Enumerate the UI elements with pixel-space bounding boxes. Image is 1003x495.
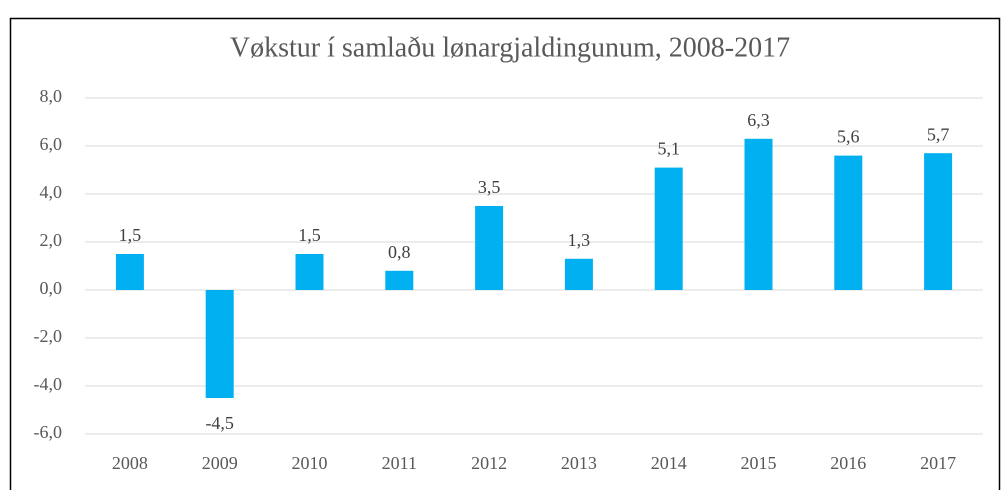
bar	[385, 270, 414, 290]
y-tick-label: -2,0	[34, 326, 63, 346]
y-tick-label: 2,0	[40, 230, 63, 250]
bar	[295, 254, 324, 290]
x-tick-label: 2010	[292, 453, 328, 473]
bar	[564, 258, 593, 290]
x-tick-label: 2011	[382, 453, 417, 473]
x-tick-label: 2015	[741, 453, 777, 473]
y-tick-label: 6,0	[40, 134, 63, 154]
value-label: 5,6	[837, 127, 860, 147]
x-tick-label: 2008	[112, 453, 148, 473]
value-label: 1,5	[119, 225, 142, 245]
x-tick-label: 2014	[651, 453, 687, 473]
bar	[475, 206, 504, 290]
value-label: 0,8	[388, 242, 411, 262]
bar	[115, 254, 144, 290]
y-tick-label: 0,0	[40, 278, 63, 298]
chart-title: Vøkstur í samlaðu lønargjaldingunum, 200…	[230, 32, 790, 63]
y-tick-label: -6,0	[34, 422, 63, 442]
y-tick-label: 8,0	[40, 86, 63, 106]
x-tick-label: 2013	[561, 453, 597, 473]
value-label: -4,5	[205, 413, 234, 433]
bar	[205, 290, 234, 398]
x-tick-label: 2009	[202, 453, 238, 473]
x-tick-label: 2017	[920, 453, 956, 473]
value-label: 1,3	[568, 230, 591, 250]
bar	[924, 153, 953, 290]
value-label: 5,7	[927, 124, 950, 144]
y-tick-label: 4,0	[40, 182, 63, 202]
y-tick-label: -4,0	[34, 374, 63, 394]
x-tick-label: 2016	[830, 453, 866, 473]
value-label: 1,5	[298, 225, 321, 245]
value-label: 6,3	[747, 110, 770, 130]
x-tick-label: 2012	[471, 453, 507, 473]
bar	[834, 155, 863, 290]
bar	[654, 167, 683, 290]
value-label: 3,5	[478, 177, 501, 197]
value-label: 5,1	[657, 139, 680, 159]
bar	[744, 138, 773, 290]
